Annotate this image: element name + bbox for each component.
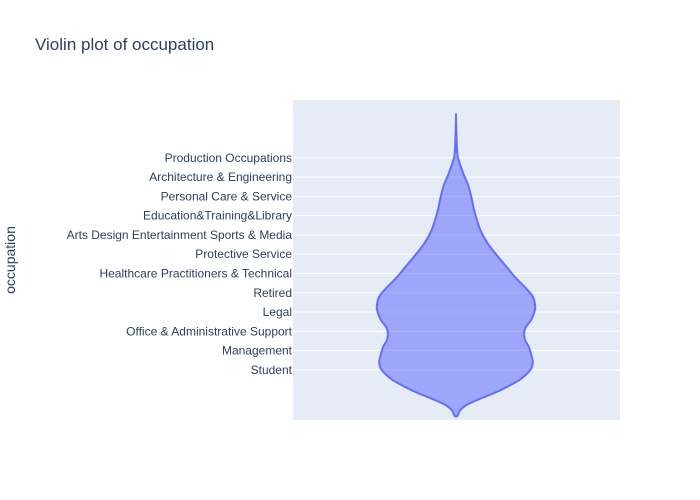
y-tick-label: Protective Service <box>195 247 292 261</box>
y-tick-label: Education&Training&Library <box>143 209 292 223</box>
y-tick-label: Student <box>251 363 293 377</box>
chart-title: Violin plot of occupation <box>35 35 214 54</box>
y-tick-label: Retired <box>253 286 292 300</box>
y-tick-label: Personal Care & Service <box>161 189 293 203</box>
y-tick-label: Legal <box>263 305 292 319</box>
violin-shape <box>375 113 537 418</box>
y-tick-label: Production Occupations <box>165 151 292 165</box>
y-tick-label: Arts Design Entertainment Sports & Media <box>67 228 293 242</box>
y-tick-label: Healthcare Practitioners & Technical <box>99 266 292 280</box>
y-tick-label: Management <box>222 344 293 358</box>
y-tick-label: Architecture & Engineering <box>149 170 292 184</box>
y-tick-labels: Student Management Office & Administrative… <box>67 151 293 377</box>
violin-layer <box>375 113 537 418</box>
y-tick-label: Office & Administrative Support <box>126 324 293 338</box>
y-axis-title: occupation <box>2 226 18 294</box>
